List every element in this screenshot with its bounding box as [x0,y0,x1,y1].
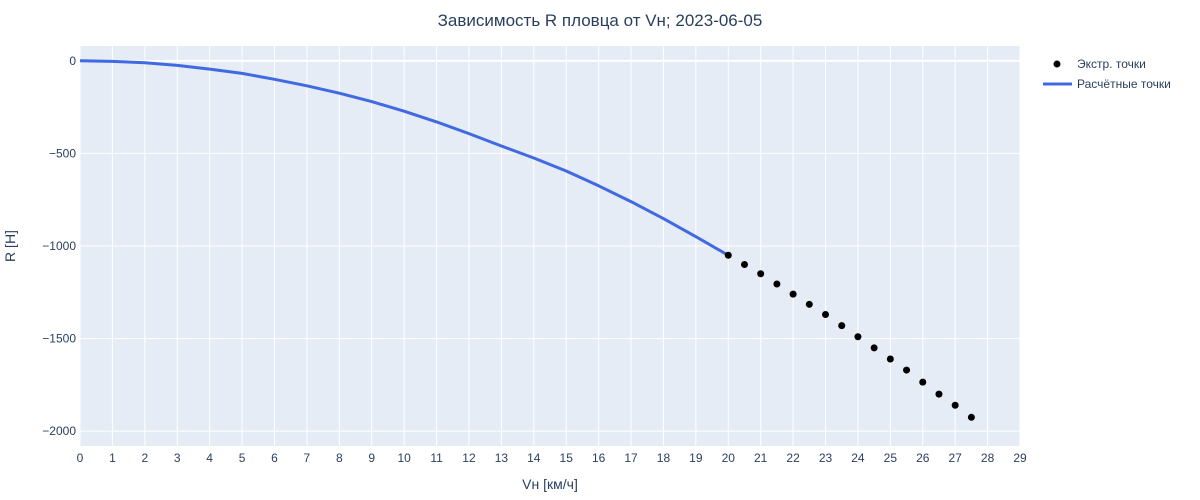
x-tick-label: 26 [916,451,930,465]
x-tick-label: 4 [206,451,213,465]
grid [79,46,1021,446]
x-tick-label: 27 [948,451,962,465]
series-point-extr [951,401,959,409]
y-axis-title: R [Н] [2,230,18,262]
series-point-extr [822,311,830,319]
x-tick-label: 20 [722,451,736,465]
series-point-extr [967,413,975,421]
legend-label-calc: Расчётные точки [1077,77,1171,91]
legend-marker-extr [1053,60,1061,68]
y-tick-label: −1000 [42,239,76,253]
x-tick-label: 22 [786,451,800,465]
x-tick-label: 2 [141,451,148,465]
legend: Экстр. точки Расчётные точки [1043,57,1171,91]
series-point-extr [740,261,748,269]
x-tick-label: 7 [304,451,311,465]
series-point-extr [838,322,846,330]
x-tick-label: 28 [981,451,995,465]
series-point-extr [935,390,943,398]
legend-label-extr: Экстр. точки [1077,57,1146,71]
chart-title: Зависимость R пловца от Vн; 2023-06-05 [438,11,763,30]
series-point-extr [805,300,813,308]
series-point-extr [919,378,927,386]
tick-labels: 0 1 2 3 4 5 6 7 8 9 10 11 12 13 14 15 16 17 18 19 20 21 22 23 24… [42,54,1027,465]
x-tick-label: 11 [430,451,443,465]
series-point-extr [773,280,781,288]
x-tick-label: 14 [527,451,541,465]
x-tick-label: 21 [754,451,768,465]
y-tick-label: −2000 [42,424,76,438]
series-point-extr [870,344,878,352]
series-point-extr [757,270,765,278]
x-tick-label: 16 [592,451,606,465]
x-tick-label: 17 [624,451,638,465]
x-tick-label: 19 [689,451,703,465]
x-tick-label: 9 [368,451,375,465]
x-tick-label: 29 [1013,451,1027,465]
x-tick-label: 3 [174,451,181,465]
x-tick-label: 6 [271,451,278,465]
series-point-extr [724,251,732,259]
series-point-extr [886,355,894,363]
x-tick-label: 12 [462,451,476,465]
series-point-extr [903,366,911,374]
x-tick-label: 15 [560,451,574,465]
y-tick-label: 0 [69,54,76,68]
x-tick-label: 23 [819,451,833,465]
x-tick-label: 5 [239,451,246,465]
x-tick-label: 8 [336,451,343,465]
x-tick-label: 1 [109,451,116,465]
x-axis-title: Vн [км/ч] [522,476,578,492]
series-point-extr [854,333,862,341]
x-tick-label: 13 [495,451,509,465]
y-tick-label: −500 [49,146,76,160]
series-point-extr [789,290,797,298]
x-tick-label: 10 [397,451,411,465]
x-tick-label: 0 [77,451,84,465]
x-tick-label: 18 [657,451,671,465]
series-line-calc [79,59,730,257]
data-layer [79,59,975,421]
x-tick-label: 25 [884,451,898,465]
y-tick-label: −1500 [42,332,76,346]
x-tick-label: 24 [851,451,865,465]
